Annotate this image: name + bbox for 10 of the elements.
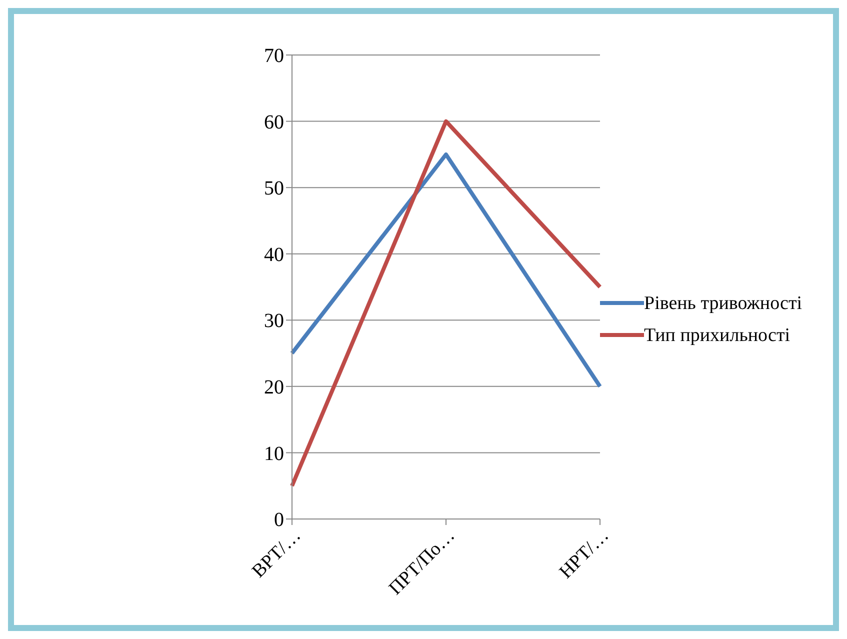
y-tick-label: 20 [264,376,284,399]
y-tick-label: 30 [264,310,284,332]
y-tick-label: 60 [264,111,284,134]
y-tick-label: 40 [264,244,284,266]
y-tick-label: 70 [264,45,284,68]
y-tick-label: 50 [264,178,284,200]
y-tick-label: 0 [274,509,284,532]
y-tick-label: 10 [264,442,284,465]
legend-label: Рівень тривожності [644,292,802,314]
legend-label: Тип прихильності [644,324,790,346]
